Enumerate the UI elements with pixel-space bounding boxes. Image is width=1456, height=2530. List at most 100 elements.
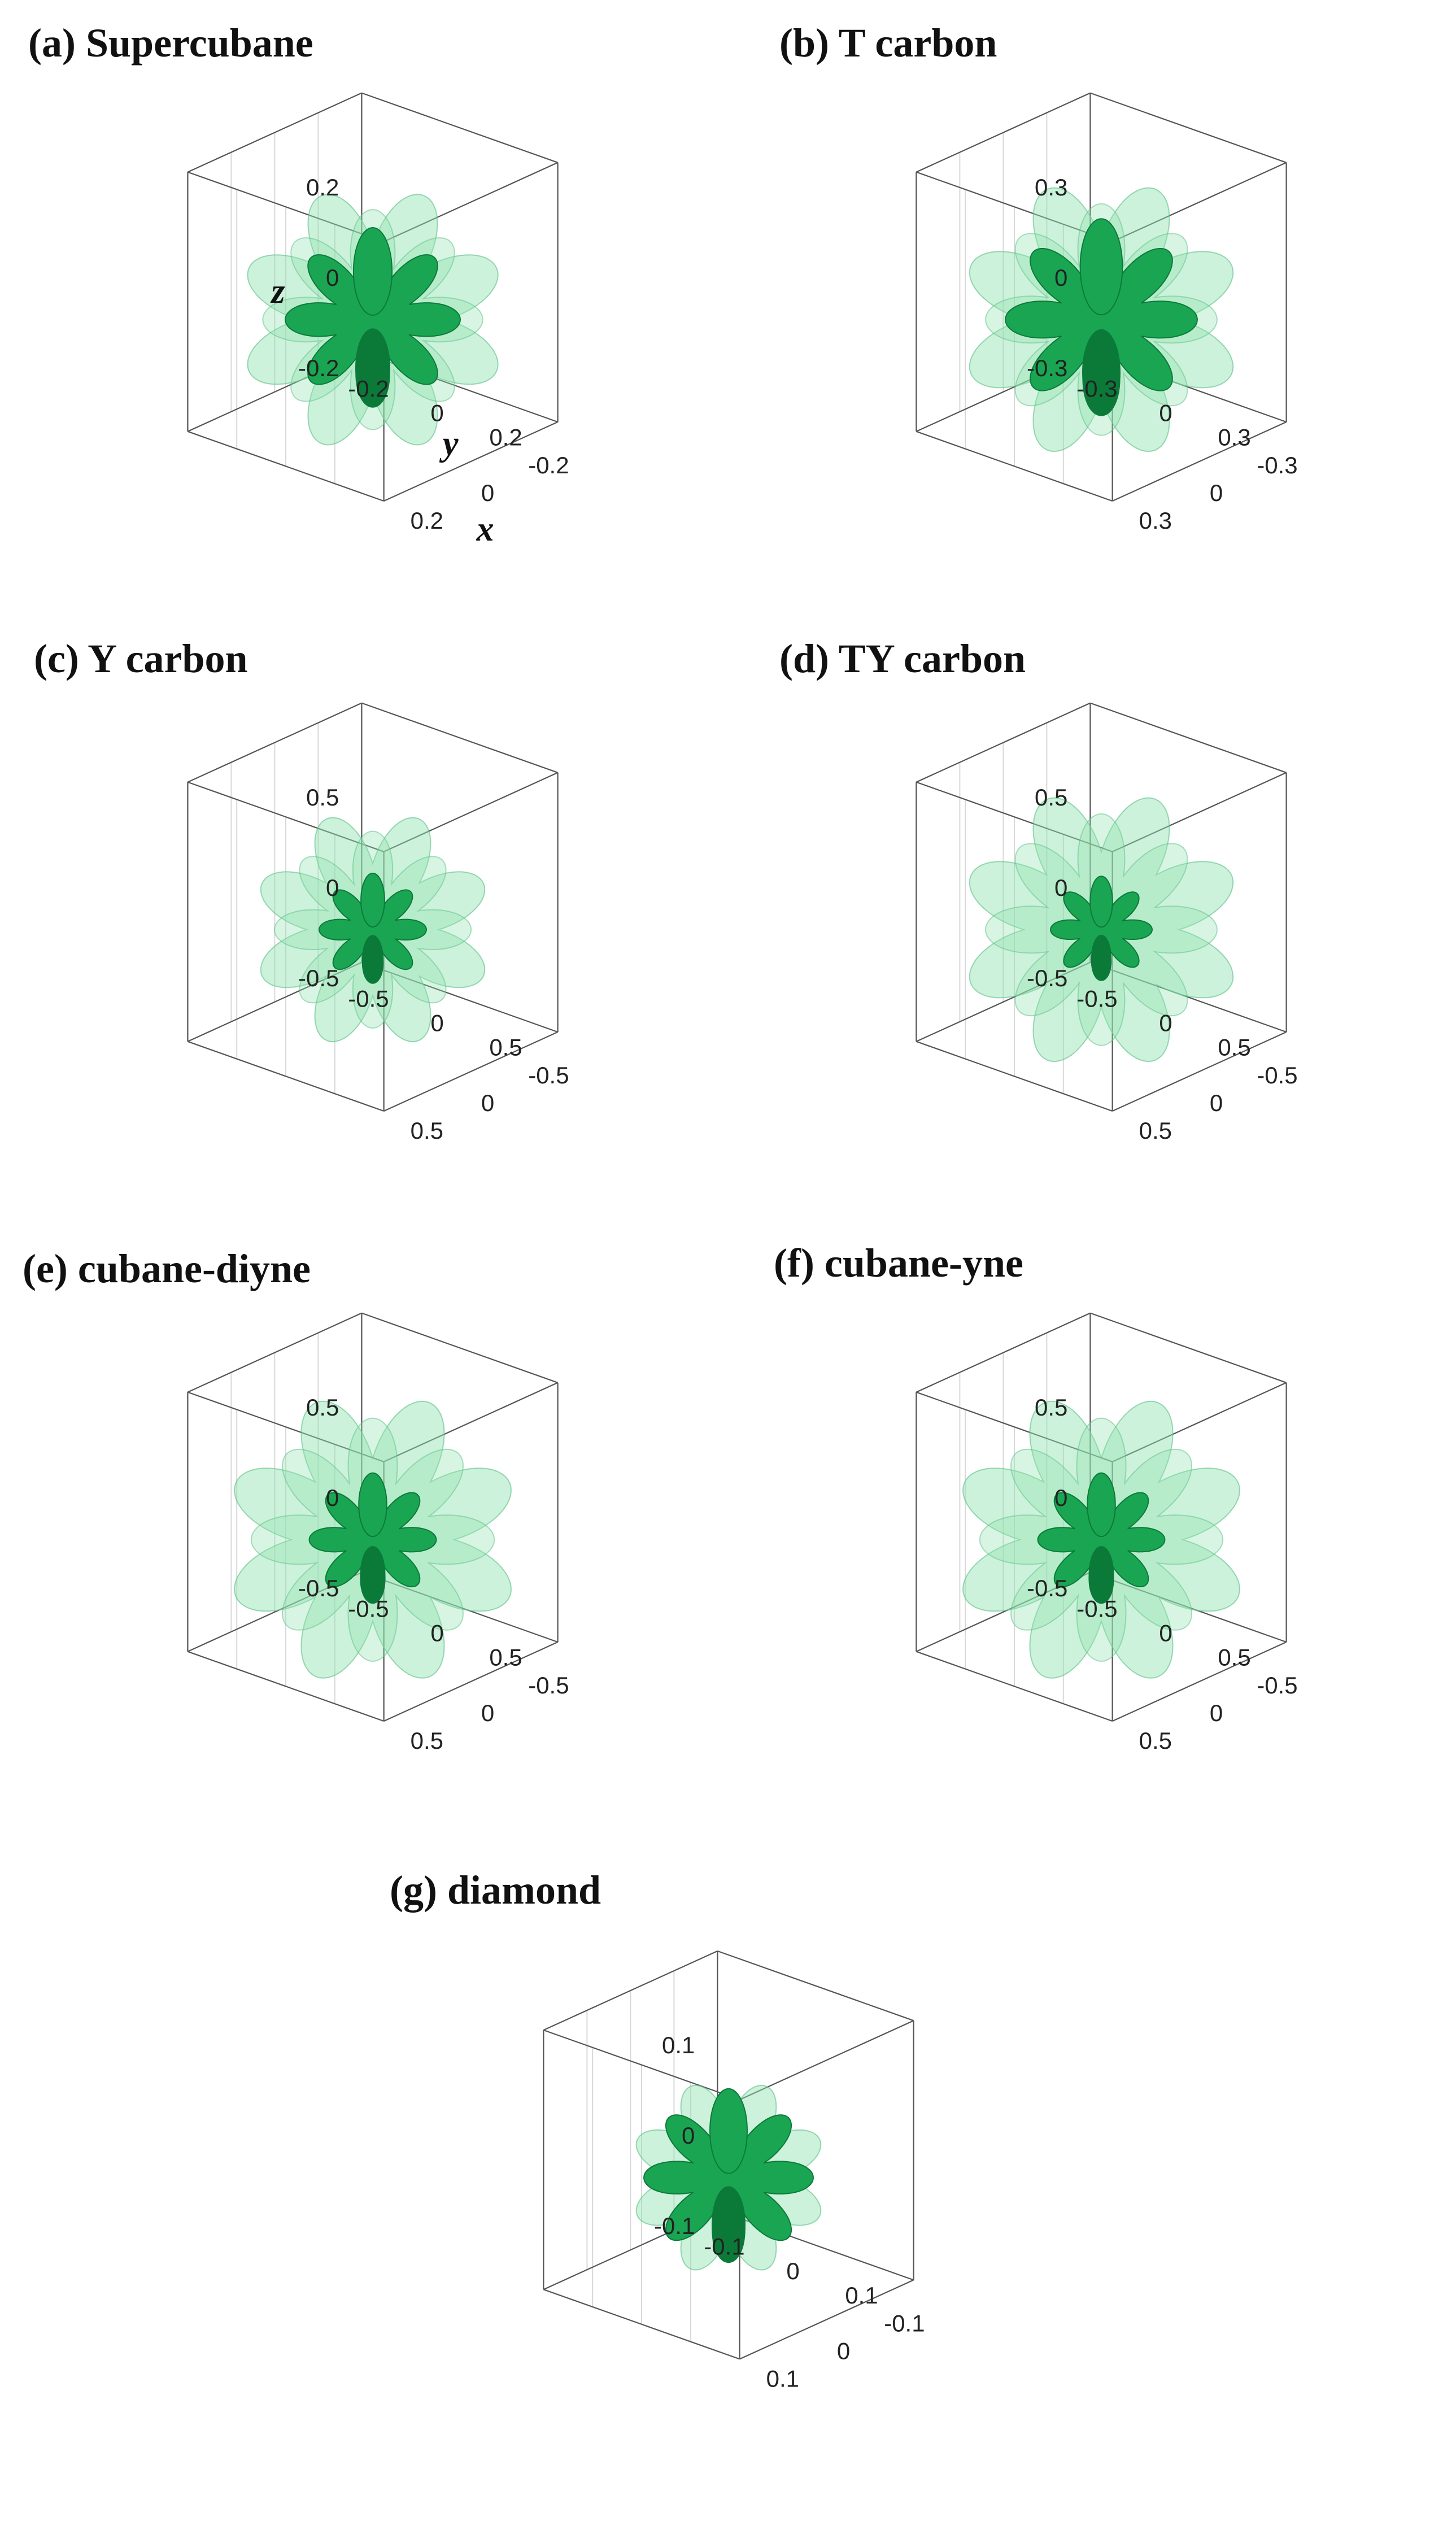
box-edge bbox=[1112, 421, 1287, 502]
box-edge bbox=[361, 702, 558, 773]
y-tick-label: -0.3 bbox=[1076, 375, 1117, 402]
tick-labels: 0.3 0 -0.3 -0.3 0 0.3 -0.3 0 0.3 bbox=[1027, 174, 1298, 534]
inner-surface bbox=[1037, 1475, 1166, 1604]
z-tick-label: -0.3 bbox=[1027, 355, 1067, 381]
box-edge bbox=[188, 430, 384, 502]
axes-box bbox=[187, 1312, 559, 1722]
box-edge bbox=[1090, 1571, 1287, 1643]
box-edge bbox=[1090, 702, 1287, 773]
box-edge bbox=[188, 781, 384, 852]
box-edge bbox=[1090, 92, 1287, 163]
z-tick-label: 0 bbox=[1054, 264, 1067, 291]
tick-labels: 0.50-0.5-0.500.5-0.500.5 bbox=[298, 1394, 569, 1754]
box-edge bbox=[187, 702, 362, 783]
x-tick-label: 0 bbox=[1210, 480, 1223, 506]
y-tick-label: 0 bbox=[1159, 399, 1172, 426]
inner-lobe-bottom bbox=[1082, 329, 1121, 416]
box-edge bbox=[383, 1382, 559, 1462]
box-edge bbox=[188, 1651, 384, 1722]
box-edge bbox=[717, 1950, 914, 2022]
elastic-surface bbox=[233, 1400, 512, 1679]
y-tick-label: -0.5 bbox=[348, 1595, 389, 1622]
z-tick-label: 0.2 bbox=[306, 174, 339, 201]
z-tick-label: -0.2 bbox=[298, 355, 339, 381]
y-tick-label: 0 bbox=[430, 1619, 443, 1646]
inner-lobe-top bbox=[1089, 876, 1113, 928]
x-tick-label: 0 bbox=[481, 480, 494, 506]
axes-box bbox=[916, 702, 1287, 1112]
panel-title-c: (c) Y carbon bbox=[34, 636, 248, 681]
z-tick-label: 0.5 bbox=[306, 784, 339, 811]
x-tick-label: 0.1 bbox=[766, 2365, 799, 2392]
inner-lobe-bottom bbox=[1091, 934, 1111, 981]
y-tick-label: -0.5 bbox=[1076, 985, 1117, 1012]
box-edge bbox=[543, 2289, 740, 2360]
inner-lobe-top bbox=[358, 1472, 387, 1538]
x-tick-label: -0.3 bbox=[1257, 452, 1297, 478]
inner-lobe-bottom bbox=[1088, 1546, 1114, 1604]
z-tick-label: 0.5 bbox=[306, 1394, 339, 1421]
box-edge bbox=[916, 1391, 1113, 1462]
box-edge bbox=[1112, 1382, 1287, 1462]
box-edge bbox=[361, 1571, 558, 1643]
box-edge bbox=[383, 1641, 559, 1722]
y-tick-label: 0.1 bbox=[845, 2282, 878, 2309]
y-tick-label: 0 bbox=[1159, 1619, 1172, 1646]
box-edge bbox=[916, 92, 1091, 173]
x-tick-label: 0 bbox=[1210, 1700, 1223, 1726]
box-edge bbox=[916, 430, 1113, 502]
z-tick-label: 0 bbox=[326, 1484, 339, 1511]
box-edge bbox=[1090, 1312, 1287, 1383]
x-tick-label: -0.1 bbox=[884, 2310, 925, 2336]
y-tick-label: 0 bbox=[430, 1009, 443, 1036]
box-edge bbox=[739, 2020, 914, 2101]
x-tick-label: 0 bbox=[1210, 1090, 1223, 1116]
y-tick-label: -0.1 bbox=[704, 2233, 744, 2260]
y-tick-label: 0.3 bbox=[1218, 424, 1250, 451]
z-tick-label: 0 bbox=[1054, 874, 1067, 901]
y-tick-label: -0.5 bbox=[348, 985, 389, 1012]
y-tick-label: 0.5 bbox=[489, 1644, 522, 1671]
z-tick-label: -0.5 bbox=[1027, 1575, 1067, 1601]
x-tick-label: -0.5 bbox=[1257, 1062, 1297, 1088]
inner-lobe-top bbox=[360, 873, 385, 928]
box-edge bbox=[916, 961, 1091, 1042]
elastic-surface bbox=[962, 1400, 1241, 1679]
inner-surface bbox=[308, 1475, 437, 1604]
z-tick-label: -0.1 bbox=[654, 2213, 695, 2239]
box-edge bbox=[361, 1312, 558, 1383]
box-edge bbox=[187, 961, 362, 1042]
panel-title-f: (f) cubane-yne bbox=[774, 1240, 1023, 1286]
box-edge bbox=[383, 1031, 559, 1112]
x-tick-label: -0.5 bbox=[528, 1062, 569, 1088]
inner-surface bbox=[643, 2092, 814, 2263]
inner-surface bbox=[284, 231, 461, 408]
plot-b: 0.3 0 -0.3 -0.3 0 0.3 -0.3 0 0.3 bbox=[916, 92, 1298, 534]
z-tick-label: -0.5 bbox=[1027, 965, 1067, 991]
inner-surface bbox=[1004, 223, 1198, 416]
plot-f: 0.5 0 -0.5 -0.5 0 0.5 -0.5 0 0.5 bbox=[916, 1312, 1298, 1754]
z-tick-label: 0 bbox=[682, 2122, 695, 2149]
panel-title-d: (d) TY carbon bbox=[779, 636, 1026, 681]
elastic-surface bbox=[635, 2084, 822, 2271]
z-axis-name: z bbox=[270, 272, 285, 311]
x-tick-label: 0.5 bbox=[411, 1117, 443, 1144]
box-edge bbox=[543, 2029, 740, 2101]
box-edge bbox=[187, 1312, 362, 1393]
inner-surface bbox=[1049, 878, 1153, 981]
z-tick-label: 0 bbox=[326, 874, 339, 901]
inner-surface bbox=[318, 875, 428, 984]
z-tick-label: 0 bbox=[1054, 1484, 1067, 1511]
plot-d: 0.5 0 -0.5 -0.5 0 0.5 -0.5 0 0.5 bbox=[916, 702, 1298, 1144]
elastic-surface bbox=[969, 187, 1234, 452]
inner-lobe-top bbox=[1079, 218, 1123, 316]
box-edge bbox=[1112, 772, 1287, 852]
x-tick-label: 0.3 bbox=[1139, 507, 1172, 534]
panel-title-a: (a) Supercubane bbox=[28, 20, 313, 66]
y-tick-label: 0 bbox=[786, 2258, 799, 2284]
tick-labels: 0.50-0.5-0.500.5-0.500.5 bbox=[1027, 784, 1298, 1144]
tick-labels: 0.50-0.5-0.500.5-0.500.5 bbox=[298, 784, 569, 1144]
inner-lobe-bottom bbox=[712, 2186, 746, 2263]
z-tick-label: -0.5 bbox=[298, 1575, 339, 1601]
